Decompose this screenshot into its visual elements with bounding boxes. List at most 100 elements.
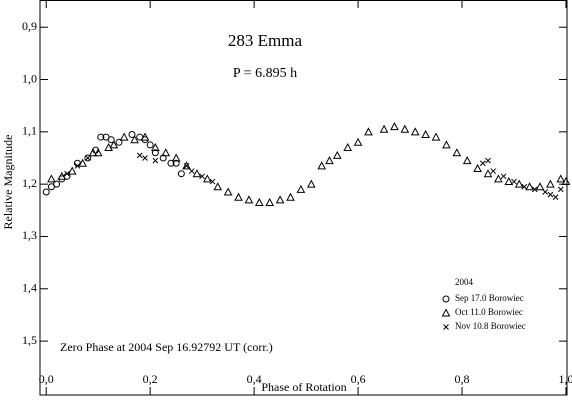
chart-title: 283 Emma: [228, 31, 303, 50]
point: [306, 179, 316, 188]
point: [209, 178, 216, 185]
point: [521, 183, 528, 190]
x-tick-label: 0,2: [143, 372, 158, 386]
point: [325, 156, 334, 165]
point: [223, 187, 233, 196]
point: [172, 159, 180, 167]
point: [119, 132, 129, 141]
point: [421, 129, 430, 138]
point: [504, 176, 514, 186]
point: [275, 195, 285, 204]
legend-label: Nov 10.8 Borowiec: [455, 321, 526, 331]
legend-label: Oct 11.0 Borowiec: [455, 307, 523, 317]
point: [254, 197, 264, 206]
point: [483, 169, 493, 178]
point: [546, 179, 555, 188]
legend-marker: [441, 308, 451, 317]
point: [203, 174, 212, 183]
point: [343, 142, 353, 152]
y-tick-label: 1,1: [22, 124, 37, 138]
point: [535, 182, 545, 191]
point: [88, 148, 98, 157]
point: [442, 140, 451, 149]
point: [74, 162, 81, 169]
x-tick-label: 0,4: [247, 372, 262, 386]
x-tick-label: 0,0: [39, 372, 54, 386]
annotation: Zero Phase at 2004 Sep 16.92792 UT (corr…: [60, 340, 273, 354]
y-tick-label: 1,5: [22, 333, 37, 347]
point: [542, 189, 549, 195]
x-tick-label: 0,6: [351, 372, 366, 386]
point: [64, 170, 70, 177]
point: [390, 122, 399, 131]
point: [78, 158, 87, 167]
point: [84, 154, 92, 162]
point: [188, 168, 195, 174]
point: [151, 142, 160, 152]
point: [136, 152, 143, 159]
point: [286, 192, 295, 201]
point: [53, 180, 61, 188]
legend-marker: [443, 324, 449, 330]
point: [213, 182, 223, 191]
point: [183, 162, 190, 169]
point: [400, 124, 410, 133]
point: [473, 163, 482, 172]
point: [140, 132, 150, 141]
point: [353, 137, 363, 146]
point: [490, 168, 497, 174]
point: [244, 195, 254, 204]
x-tick-label: 0,8: [455, 372, 470, 386]
legend-label: Sep 17.0 Borowiec: [455, 293, 524, 303]
point: [547, 191, 554, 198]
point: [364, 127, 373, 136]
point: [130, 135, 139, 144]
x-tick-label: 1,0: [558, 372, 572, 386]
point: [296, 184, 306, 193]
point: [234, 192, 243, 201]
point: [500, 173, 507, 180]
point: [47, 174, 56, 183]
point: [317, 161, 327, 170]
point: [171, 153, 181, 162]
legend-marker: [442, 295, 450, 303]
point: [152, 157, 159, 164]
point: [109, 140, 119, 149]
point: [67, 166, 77, 175]
point: [42, 188, 50, 196]
point: [557, 186, 564, 193]
point: [494, 174, 503, 183]
point: [265, 197, 275, 206]
legend-title: 2004: [455, 277, 474, 287]
point: [57, 171, 67, 180]
point: [410, 127, 420, 136]
chart-subtitle: P = 6.895 h: [233, 66, 297, 81]
y-axis-label: Relative Magnitude: [1, 135, 15, 230]
point: [93, 148, 103, 157]
point: [552, 194, 559, 201]
y-tick-label: 1,2: [22, 176, 37, 190]
point: [199, 173, 206, 180]
point: [431, 132, 441, 141]
point: [84, 155, 91, 161]
point: [107, 136, 115, 144]
point: [525, 182, 534, 191]
point: [452, 148, 462, 157]
x-axis-label: Phase of Rotation: [261, 380, 346, 394]
point: [146, 141, 154, 149]
point: [511, 178, 517, 185]
y-tick-label: 1,3: [22, 228, 37, 242]
point: [177, 170, 185, 178]
point: [192, 169, 202, 178]
point: [128, 130, 136, 138]
y-tick-label: 1,4: [22, 281, 37, 295]
point: [167, 159, 175, 167]
point: [151, 149, 159, 157]
point: [379, 124, 389, 133]
point: [556, 174, 566, 183]
point: [161, 148, 171, 157]
point: [561, 176, 571, 186]
y-tick-label: 0,9: [22, 19, 37, 33]
